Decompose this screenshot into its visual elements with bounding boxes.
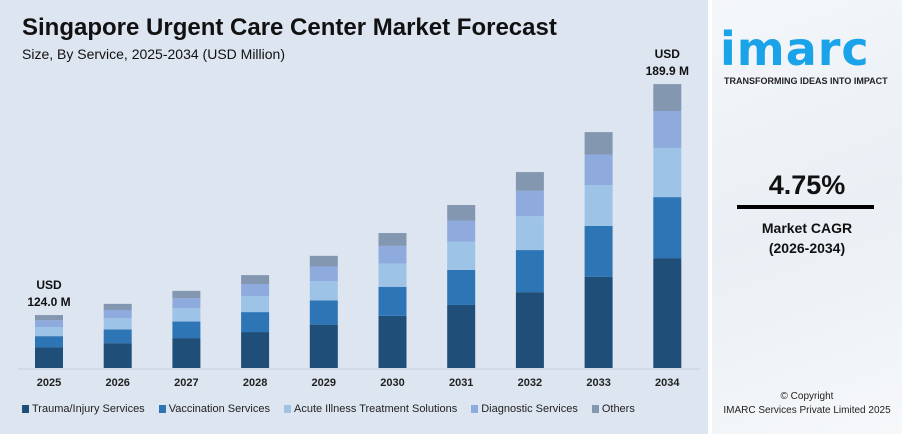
x-tick-label: 2028 xyxy=(243,377,267,389)
bar-segment-2031-3 xyxy=(447,220,476,242)
bar-segment-2027-3 xyxy=(172,298,201,309)
bar-segment-2032-4 xyxy=(515,172,544,191)
x-tick-label: 2032 xyxy=(518,377,542,389)
imarc-logo: imarc xyxy=(720,22,870,76)
legend-item: Vaccination Services xyxy=(158,402,270,416)
x-tick-label: 2033 xyxy=(586,377,610,389)
bar-segment-2034-2 xyxy=(653,147,682,198)
legend-swatch xyxy=(591,405,599,413)
cagr-label-text: Market CAGR xyxy=(761,220,853,236)
x-tick-label: 2031 xyxy=(449,377,473,389)
bar-segment-2030-0 xyxy=(378,315,407,368)
bar-segment-2028-0 xyxy=(241,332,270,368)
bar-segment-2027-0 xyxy=(172,338,201,368)
bar-segment-2025-3 xyxy=(35,320,63,327)
bar-segment-2031-2 xyxy=(447,241,476,270)
legend-item: Others xyxy=(591,402,635,416)
bar-segment-2030-2 xyxy=(378,263,407,287)
legend-label: Others xyxy=(601,403,635,415)
bar-segment-2034-0 xyxy=(653,258,682,368)
bar-segment-2030-4 xyxy=(378,233,407,246)
legend-item: Diagnostic Services xyxy=(471,402,578,416)
divider xyxy=(737,205,874,209)
bar-segment-2032-0 xyxy=(515,292,544,368)
x-tick-label: 2027 xyxy=(174,377,198,389)
bar-segment-2027-4 xyxy=(172,290,201,299)
bar-segment-2029-3 xyxy=(309,266,338,282)
legend-item: Acute Illness Treatment Solutions xyxy=(283,402,458,416)
bar-segment-2033-2 xyxy=(584,185,613,226)
legend-swatch xyxy=(283,405,291,413)
bar-segment-2029-0 xyxy=(309,324,338,368)
x-tick-label: 2025 xyxy=(37,377,61,389)
legend-swatch xyxy=(22,405,29,413)
bar-segment-2032-1 xyxy=(515,250,544,293)
legend-swatch xyxy=(158,405,166,413)
bar-segment-2034-1 xyxy=(653,197,682,259)
bar-segment-2034-3 xyxy=(653,111,682,148)
cagr-label: Market CAGR (2026-2034) xyxy=(712,218,902,258)
cagr-value: 4.75% xyxy=(768,170,846,200)
cagr-period: (2026-2034) xyxy=(768,240,846,256)
bar-segment-2026-2 xyxy=(103,318,132,330)
value-annotation: 189.9 M xyxy=(646,64,689,78)
bar-segment-2025-0 xyxy=(35,347,63,368)
x-tick-label: 2026 xyxy=(105,377,129,389)
bar-segment-2031-4 xyxy=(447,205,476,221)
bar-segment-2031-0 xyxy=(447,304,476,368)
value-annotation: 124.0 M xyxy=(27,295,70,309)
bar-segment-2033-0 xyxy=(584,276,613,368)
bar-segment-2026-3 xyxy=(103,309,132,319)
bar-segment-2033-4 xyxy=(584,132,613,155)
bar-segment-2029-1 xyxy=(309,300,338,325)
value-annotation-unit: USD xyxy=(36,278,62,292)
chart-subtitle: Size, By Service, 2025-2034 (USD Million… xyxy=(22,46,285,62)
legend-label: Vaccination Services xyxy=(168,403,270,415)
bar-segment-2027-2 xyxy=(172,308,201,322)
bar-segment-2031-1 xyxy=(447,269,476,305)
bar-segment-2029-2 xyxy=(309,281,338,301)
bar-segment-2030-3 xyxy=(378,245,407,264)
bar-segment-2028-2 xyxy=(241,296,270,313)
bar-segment-2029-4 xyxy=(309,255,338,267)
bar-segment-2025-2 xyxy=(35,326,63,337)
bar-segment-2025-4 xyxy=(35,315,63,321)
legend-label: Diagnostic Services xyxy=(481,403,578,415)
legend: Trauma/Injury Services Vaccination Servic… xyxy=(22,402,702,416)
bar-segment-2028-3 xyxy=(241,283,270,297)
bar-segment-2030-1 xyxy=(378,286,407,316)
x-tick-label: 2034 xyxy=(655,377,680,389)
tagline: TRANSFORMING IDEAS INTO IMPACT xyxy=(724,76,888,86)
value-annotation-unit: USD xyxy=(655,47,681,61)
x-tick-label: 2029 xyxy=(312,377,336,389)
chart-title: Singapore Urgent Care Center Market Fore… xyxy=(22,14,557,41)
sidebar: imarc TRANSFORMING IDEAS INTO IMPACT 4.7… xyxy=(712,0,902,434)
copyright-line-2: IMARC Services Private Limited 2025 xyxy=(723,405,891,416)
bar-segment-2034-4 xyxy=(653,84,682,112)
copyright-line-1: © Copyright xyxy=(780,391,834,402)
stacked-bar-chart: 2025 USD 124.0 M 2026 2027 2028 2029 2030 2031 20… xyxy=(18,47,700,389)
bar-segment-2026-0 xyxy=(103,343,132,368)
copyright: © Copyright IMARC Services Private Limit… xyxy=(712,390,902,418)
legend-item: Trauma/Injury Services xyxy=(22,402,145,416)
bar-segment-2026-4 xyxy=(103,303,132,310)
bar-segment-2033-1 xyxy=(584,225,613,277)
bar-segment-2032-3 xyxy=(515,190,544,217)
legend-swatch xyxy=(471,405,479,413)
bar-segment-2033-3 xyxy=(584,154,613,186)
legend-label: Acute Illness Treatment Solutions xyxy=(293,403,458,415)
bar-segment-2032-2 xyxy=(515,216,544,251)
bar-segment-2025-1 xyxy=(35,336,63,348)
bar-segment-2026-1 xyxy=(103,329,132,344)
bar-segment-2027-1 xyxy=(172,321,201,339)
bar-segment-2028-1 xyxy=(241,312,270,333)
legend-label: Trauma/Injury Services xyxy=(32,403,145,415)
bar-segment-2028-4 xyxy=(241,275,270,284)
x-tick-label: 2030 xyxy=(380,377,404,389)
